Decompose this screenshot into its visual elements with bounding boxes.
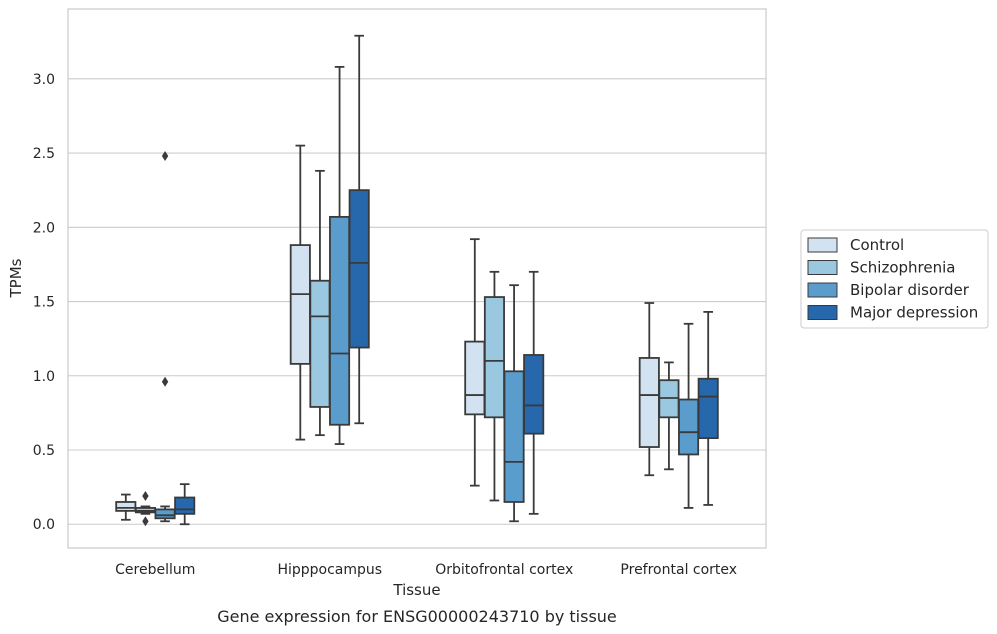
box-iqr: [309, 279, 331, 408]
y-tick-labels: 0.0 0.5 1.0 1.5 2.0 2.5 3.0: [33, 72, 55, 533]
box-group: [134, 491, 156, 527]
legend-entry-label: Schizophrenia: [850, 259, 955, 277]
box-group: [348, 34, 370, 425]
box-iqr: [638, 357, 660, 448]
box-iqr: [154, 508, 176, 520]
box-group: [154, 151, 176, 523]
y-axis-label: TPMs: [7, 258, 25, 298]
legend-frame: [800, 229, 989, 329]
y-tick-label: 2.0: [33, 220, 55, 236]
y-tick-label: 3.0: [33, 72, 55, 88]
box-iqr: [678, 398, 700, 456]
box-group: [483, 270, 505, 502]
box-group: [174, 483, 196, 526]
x-tick-label: Hipppocampus: [277, 562, 382, 578]
box-group: [697, 311, 719, 506]
boxes-layer: [115, 34, 719, 527]
box-iqr: [523, 354, 545, 435]
x-tick-labels: Cerebellum Hipppocampus Orbitofrontal cort…: [115, 562, 737, 578]
box-iqr: [289, 244, 311, 365]
x-tick-label: Cerebellum: [115, 562, 195, 578]
y-tick-label: 0.0: [33, 517, 55, 533]
box-iqr: [329, 215, 351, 426]
box-iqr: [503, 370, 525, 503]
outlier-point: [161, 151, 169, 161]
legend-swatch: [807, 237, 838, 253]
box-iqr: [464, 340, 486, 416]
box-group: [678, 322, 700, 509]
y-tick-label: 0.5: [33, 443, 55, 459]
chart-caption: Gene expression for ENSG00000243710 by t…: [217, 607, 617, 626]
box-group: [503, 284, 525, 523]
x-axis-label: Tissue: [392, 581, 440, 599]
outlier-point: [161, 376, 169, 387]
legend: Control Schizophrenia Bipolar disorder Majo…: [800, 229, 989, 329]
box-group: [464, 238, 486, 487]
box-group: [115, 493, 137, 521]
x-tick-label: Orbitofrontal cortex: [435, 562, 573, 578]
y-tick-label: 2.5: [33, 146, 55, 162]
box-iqr: [174, 496, 196, 515]
legend-entry-label: Control: [850, 236, 904, 254]
legend-swatch: [807, 282, 838, 298]
plot-frame: [67, 8, 767, 549]
legend-entry-label: Bipolar disorder: [850, 281, 970, 299]
y-tick-label: 1.5: [33, 295, 55, 311]
box-iqr: [697, 377, 719, 440]
legend-entry-label: Major depression: [850, 304, 978, 322]
x-tick-label: Prefrontal cortex: [620, 562, 737, 578]
box-group: [658, 361, 680, 471]
legend-swatch: [807, 305, 838, 320]
outlier-point: [142, 491, 149, 502]
box-iqr: [348, 189, 370, 349]
box-iqr: [115, 501, 137, 512]
legend-swatch: [807, 260, 838, 275]
outlier-point: [142, 516, 149, 527]
box-group: [523, 270, 545, 515]
y-tick-label: 1.0: [33, 369, 55, 385]
box-iqr: [483, 296, 505, 419]
